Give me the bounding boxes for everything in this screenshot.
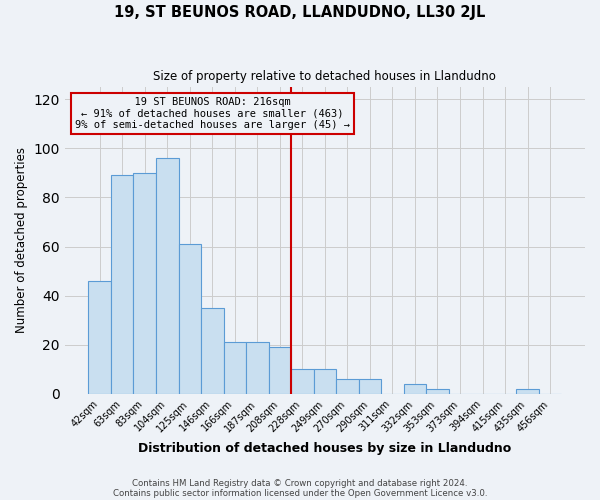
Bar (336, 379, 359, 394)
Bar (291, 370, 314, 394)
Title: Size of property relative to detached houses in Llandudno: Size of property relative to detached ho… (154, 70, 496, 83)
Bar (88, 281, 111, 394)
Bar (156, 158, 179, 394)
Bar (133, 173, 156, 394)
Text: 19 ST BEUNOS ROAD: 216sqm  
← 91% of detached houses are smaller (463)
9% of sem: 19 ST BEUNOS ROAD: 216sqm ← 91% of detac… (75, 97, 350, 130)
Y-axis label: Number of detached properties: Number of detached properties (15, 148, 28, 334)
Bar (517, 389, 539, 394)
Text: Contains public sector information licensed under the Open Government Licence v3: Contains public sector information licen… (113, 488, 487, 498)
Bar (426, 389, 449, 394)
Bar (111, 176, 133, 394)
Bar (404, 384, 426, 394)
X-axis label: Distribution of detached houses by size in Llandudno: Distribution of detached houses by size … (138, 442, 512, 455)
Text: 19, ST BEUNOS ROAD, LLANDUDNO, LL30 2JL: 19, ST BEUNOS ROAD, LLANDUDNO, LL30 2JL (115, 5, 485, 20)
Bar (269, 347, 291, 394)
Bar (359, 379, 381, 394)
Bar (314, 370, 336, 394)
Bar (201, 308, 224, 394)
Bar (179, 244, 201, 394)
Bar (224, 342, 246, 394)
Text: Contains HM Land Registry data © Crown copyright and database right 2024.: Contains HM Land Registry data © Crown c… (132, 478, 468, 488)
Bar (246, 342, 269, 394)
